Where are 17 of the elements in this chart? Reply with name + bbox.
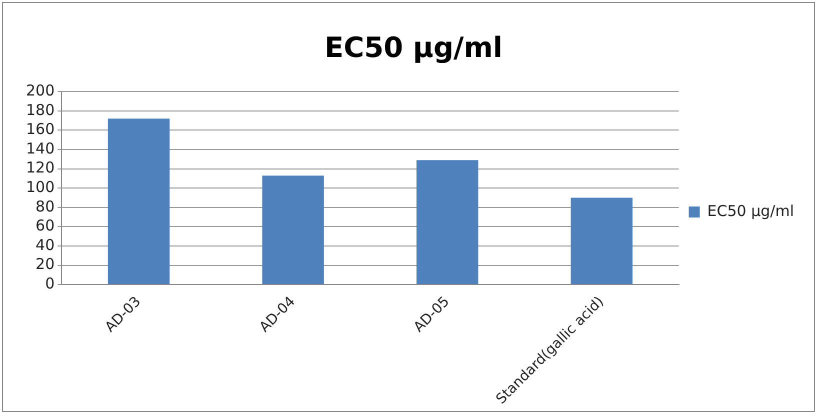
y-tick-label: 40 — [36, 236, 55, 254]
bar — [570, 198, 633, 284]
legend-label: EC50 µg/ml — [707, 202, 794, 220]
bar — [262, 176, 324, 284]
y-tick-label: 180 — [26, 100, 55, 119]
y-tick-label: 140 — [26, 139, 55, 158]
y-tick-label: 160 — [26, 120, 55, 138]
y-tick-label: 100 — [26, 178, 55, 196]
bar — [416, 160, 478, 284]
y-tick-label: 200 — [26, 81, 55, 100]
y-tick-label: 20 — [36, 255, 55, 274]
y-tick-label: 80 — [36, 197, 55, 216]
y-tick-label: 0 — [45, 274, 55, 293]
bar — [108, 118, 170, 284]
y-tick-label: 60 — [36, 216, 55, 235]
y-tick-label: 120 — [26, 158, 55, 177]
chart-title: EC50 µg/ml — [324, 31, 503, 64]
